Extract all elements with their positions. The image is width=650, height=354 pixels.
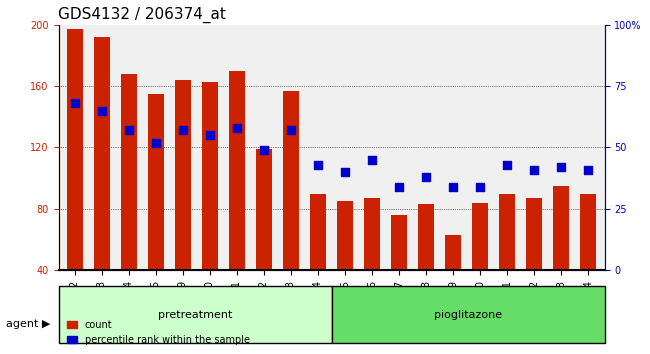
Bar <box>472 203 488 270</box>
Bar <box>148 94 164 270</box>
Point <box>367 157 377 162</box>
Point <box>421 174 432 180</box>
Point <box>502 162 512 167</box>
FancyBboxPatch shape <box>58 286 332 343</box>
Point <box>151 140 161 145</box>
Bar <box>202 81 218 270</box>
Bar <box>391 215 407 270</box>
Text: pretreatment: pretreatment <box>158 310 232 320</box>
Bar <box>66 29 83 270</box>
Point <box>394 184 404 190</box>
Bar <box>418 204 434 270</box>
Bar <box>229 71 245 270</box>
Text: agent ▶: agent ▶ <box>6 319 51 329</box>
Legend: count, percentile rank within the sample: count, percentile rank within the sample <box>63 316 254 349</box>
Bar <box>310 194 326 270</box>
Bar <box>121 74 137 270</box>
Bar <box>445 235 462 270</box>
Bar <box>499 194 515 270</box>
Bar <box>175 80 191 270</box>
FancyBboxPatch shape <box>332 286 604 343</box>
Bar <box>256 149 272 270</box>
Bar <box>337 201 353 270</box>
Point <box>556 164 566 170</box>
Bar <box>526 198 542 270</box>
Point <box>124 127 134 133</box>
Point <box>475 184 486 190</box>
Point <box>286 127 296 133</box>
Point <box>70 101 80 106</box>
Point <box>231 125 242 131</box>
Point <box>313 162 323 167</box>
Text: pioglitazone: pioglitazone <box>434 310 502 320</box>
Bar <box>364 198 380 270</box>
Bar <box>94 37 110 270</box>
Bar <box>580 194 597 270</box>
Point <box>529 167 539 172</box>
Point <box>583 167 593 172</box>
Point <box>205 132 215 138</box>
Bar <box>553 186 569 270</box>
Point <box>259 147 269 153</box>
Point <box>97 108 107 114</box>
Point <box>340 169 350 175</box>
Point <box>448 184 458 190</box>
Point <box>177 127 188 133</box>
Text: GDS4132 / 206374_at: GDS4132 / 206374_at <box>58 7 226 23</box>
Bar <box>283 91 299 270</box>
